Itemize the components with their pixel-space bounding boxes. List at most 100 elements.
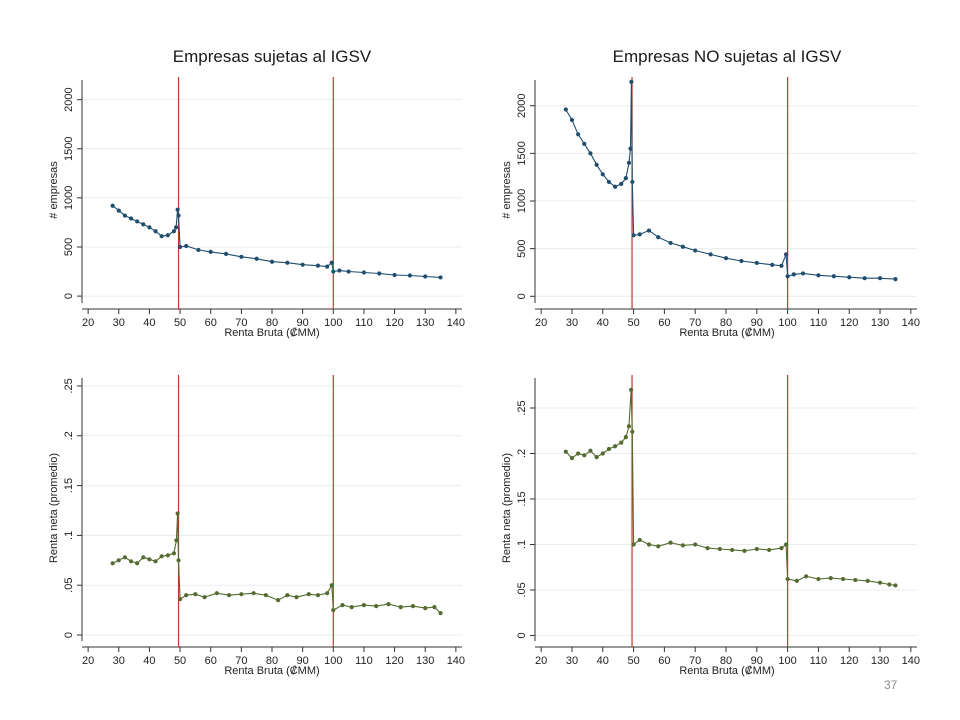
data-point-top-right xyxy=(783,252,789,257)
data-point-top-left xyxy=(254,256,259,261)
chart-title-top-left: Empresas sujetas al IGSV xyxy=(173,47,372,66)
data-point-bottom-right xyxy=(619,440,624,445)
data-point-top-left xyxy=(184,243,189,249)
data-point-top-right xyxy=(800,271,806,276)
data-point-top-left xyxy=(135,219,140,224)
data-point-top-left xyxy=(122,213,128,218)
data-point-top-right xyxy=(877,276,883,281)
x-tick-label-top-right: 80 xyxy=(720,317,732,329)
y-axis-label-top-left: # empresas xyxy=(48,161,60,219)
data-point-bottom-right xyxy=(816,576,821,582)
data-point-bottom-left xyxy=(331,608,336,613)
data-point-bottom-left xyxy=(438,611,443,616)
data-point-bottom-left xyxy=(184,593,189,598)
x-tick-label-top-right: 100 xyxy=(778,317,796,329)
y-tick-label-bottom-right: .2 xyxy=(516,449,528,458)
data-point-top-right xyxy=(739,258,744,264)
data-point-bottom-left xyxy=(141,555,146,560)
data-point-bottom-left xyxy=(226,593,232,598)
data-point-top-left xyxy=(285,260,290,265)
x-tick-label-bottom-left: 130 xyxy=(416,655,434,667)
data-point-top-right xyxy=(619,181,624,186)
data-point-top-left xyxy=(116,208,121,213)
data-point-bottom-right xyxy=(606,446,612,452)
data-point-bottom-left xyxy=(147,557,152,562)
data-point-bottom-right xyxy=(656,544,661,549)
data-point-top-right xyxy=(831,274,836,279)
series-line-top-right xyxy=(565,81,896,280)
data-point-bottom-right xyxy=(754,546,759,552)
data-point-bottom-left xyxy=(239,592,244,597)
x-tick-label-top-left: 20 xyxy=(82,317,94,329)
data-point-bottom-left xyxy=(110,561,115,566)
data-point-top-right xyxy=(693,248,698,253)
x-tick-label-top-left: 80 xyxy=(266,317,278,329)
x-tick-label-bottom-left: 20 xyxy=(82,655,94,667)
data-point-bottom-right xyxy=(877,580,883,585)
data-point-top-left xyxy=(177,244,183,250)
data-point-bottom-right xyxy=(840,576,846,582)
data-point-top-right xyxy=(754,260,759,266)
x-tick-label-top-right: 20 xyxy=(535,317,547,329)
x-tick-label-bottom-right: 30 xyxy=(566,655,578,667)
x-tick-label-bottom-right: 90 xyxy=(751,655,763,667)
y-tick-label-top-left: 2000 xyxy=(63,87,75,111)
data-point-top-right xyxy=(770,262,775,267)
x-tick-label-top-right: 130 xyxy=(871,317,889,329)
data-point-top-right xyxy=(708,252,713,257)
data-point-bottom-right xyxy=(569,455,575,461)
y-tick-label-top-left: 1000 xyxy=(63,186,75,210)
x-tick-label-bottom-right: 70 xyxy=(689,655,701,667)
data-point-bottom-right xyxy=(668,540,673,545)
data-point-top-right xyxy=(576,132,581,137)
data-point-bottom-right xyxy=(576,451,581,456)
data-point-top-right xyxy=(628,146,633,151)
data-point-bottom-right xyxy=(742,548,747,553)
data-point-top-left xyxy=(153,229,158,234)
data-point-top-left xyxy=(176,213,181,218)
x-tick-label-bottom-left: 80 xyxy=(266,655,278,667)
y-axis-label-top-right: # empresas xyxy=(501,161,513,219)
data-point-bottom-right xyxy=(730,547,735,553)
data-point-top-right xyxy=(588,151,593,156)
data-point-bottom-left xyxy=(128,559,134,564)
x-tick-label-bottom-left: 60 xyxy=(205,655,217,667)
data-point-top-left xyxy=(223,251,229,256)
data-point-top-left xyxy=(392,272,397,278)
data-point-bottom-left xyxy=(432,605,437,610)
y-tick-label-top-right: 1500 xyxy=(516,141,528,165)
x-tick-label-bottom-right: 120 xyxy=(840,655,858,667)
data-point-top-right xyxy=(606,179,612,185)
data-point-top-right xyxy=(594,162,599,167)
data-point-top-right xyxy=(779,263,784,268)
data-point-top-right xyxy=(612,184,618,189)
x-tick-label-bottom-left: 90 xyxy=(297,655,309,667)
data-point-top-left xyxy=(329,260,334,265)
data-point-bottom-right xyxy=(637,537,642,543)
data-point-top-right xyxy=(862,276,867,281)
x-tick-label-top-right: 90 xyxy=(751,317,763,329)
data-point-bottom-right xyxy=(853,577,858,583)
data-point-top-left xyxy=(110,203,115,208)
chart-panel-top-right: Empresas NO sujetas al IGSV Renta Bruta … xyxy=(501,47,920,339)
y-tick-label-bottom-right: .25 xyxy=(516,400,528,415)
data-point-top-left xyxy=(159,234,164,239)
x-tick-label-bottom-left: 110 xyxy=(355,655,373,667)
data-point-bottom-left xyxy=(294,595,299,600)
series-line-bottom-left xyxy=(112,513,441,614)
y-tick-label-top-right: 1000 xyxy=(516,189,528,213)
data-point-bottom-right xyxy=(563,449,568,454)
data-point-top-left xyxy=(208,249,213,255)
data-point-bottom-left xyxy=(159,554,164,559)
data-point-top-right xyxy=(637,232,642,237)
data-point-top-left xyxy=(325,264,330,269)
data-point-top-left xyxy=(196,247,201,253)
data-point-bottom-left xyxy=(263,593,268,598)
data-point-bottom-left xyxy=(285,593,290,598)
y-tick-label-top-left: 1500 xyxy=(63,137,75,161)
x-tick-label-top-right: 140 xyxy=(902,317,920,329)
x-tick-label-bottom-right: 110 xyxy=(810,655,828,667)
x-tick-label-bottom-left: 70 xyxy=(235,655,247,667)
x-tick-label-top-left: 120 xyxy=(385,317,403,329)
